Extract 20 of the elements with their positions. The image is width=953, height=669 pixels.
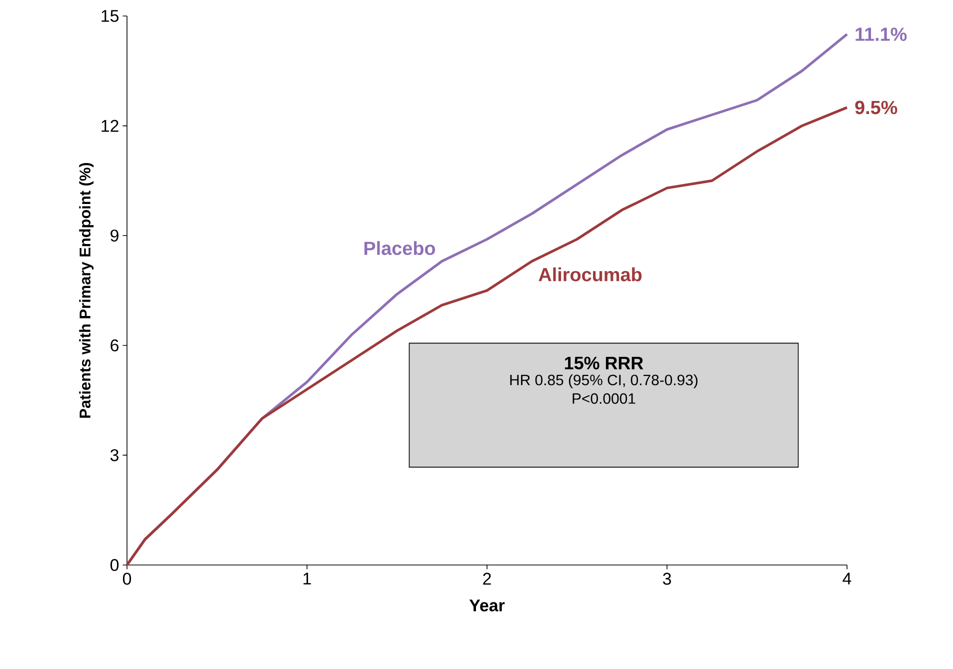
y-tick-label: 9	[110, 230, 118, 242]
annotation: 9.5%	[855, 100, 898, 114]
y-tick-label: 3	[110, 449, 118, 462]
y-tick-label: 12	[102, 120, 118, 132]
annotation: HR 0.85 (95% CI, 0.78-0.93)	[510, 374, 698, 388]
x-tick-label: 0	[122, 572, 132, 585]
x-tick-label: 3	[662, 572, 671, 585]
annotation: 15% RRR	[565, 356, 644, 370]
x-axis-title: Year	[469, 600, 505, 612]
y-axis-title: Patients with Primary Endpoint (%)	[79, 162, 94, 418]
x-tick-label: 2	[483, 572, 491, 585]
y-tick-label: 6	[110, 339, 118, 352]
annotation: 11.1%	[856, 28, 907, 41]
x-tick-label: 1	[304, 572, 311, 584]
series-label: Placebo	[364, 241, 436, 256]
series-label: Alirocumab	[538, 267, 642, 282]
y-tick-label: 15	[102, 10, 119, 22]
x-tick-label: 4	[842, 572, 852, 584]
y-tick-label: 0	[110, 559, 119, 572]
annotation: P<0.0001	[572, 393, 636, 404]
